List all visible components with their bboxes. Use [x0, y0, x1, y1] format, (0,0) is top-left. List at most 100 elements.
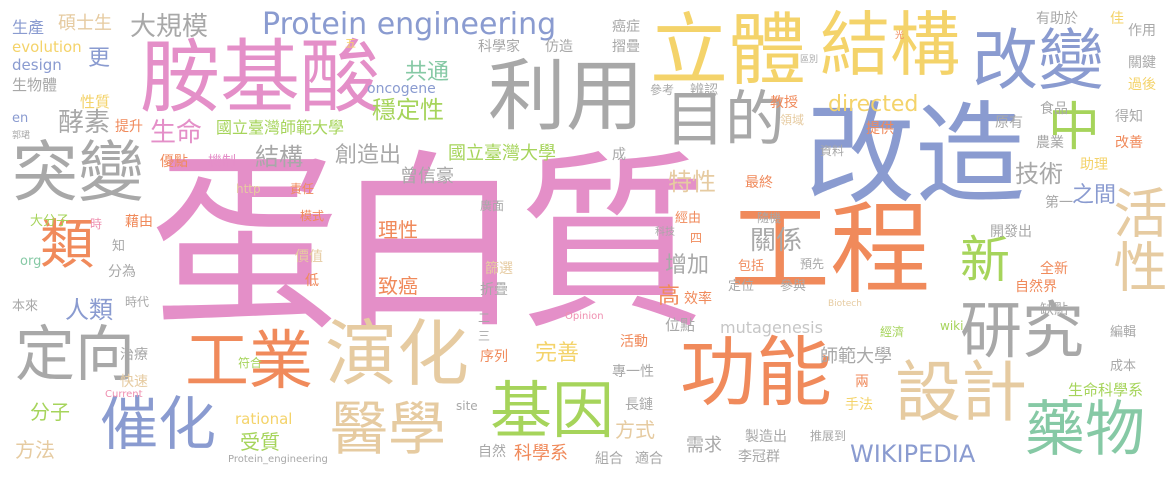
word-nongye: 農業: [1036, 135, 1064, 151]
word-shengwuti: 生物體: [12, 76, 58, 94]
word-xingzhi: 性質: [80, 93, 111, 111]
word-lixing: 理性: [378, 218, 418, 242]
word-yaowu: 藥物: [1025, 395, 1145, 465]
word-jiegou-mid: 結構: [255, 143, 303, 171]
word-xiaolu: 效率: [684, 291, 712, 307]
word-wikipedia: WIKIPEDIA: [850, 440, 976, 468]
word-ziranjie: 自然界: [1015, 279, 1057, 295]
word-evolution: evolution: [12, 38, 82, 56]
word-zhedie: 折疊: [480, 282, 508, 298]
word-chuangzaochu: 創造出: [335, 143, 402, 168]
word-renlei: 人類: [65, 296, 113, 324]
word-lingyu: 領域: [780, 113, 805, 127]
word-yixue: 醫學: [330, 395, 447, 463]
word-quedian: 缺點: [1040, 302, 1068, 318]
word-current: Current: [105, 389, 143, 400]
word-zengjia: 增加: [665, 253, 710, 278]
word-cuihua: 催化: [100, 390, 217, 458]
word-tubian: 突變: [12, 134, 144, 211]
word-shi-time: 時: [90, 217, 103, 231]
word-guang: 光: [895, 31, 905, 41]
word-bianshi: 辨認: [690, 83, 718, 99]
word-kaifachu: 開發出: [990, 224, 1032, 240]
word-jingyou: 經由: [675, 211, 702, 226]
word-geng: 更: [88, 46, 111, 71]
word-fangshi: 方式: [615, 418, 655, 442]
word-shifan: 師範大學: [820, 346, 892, 367]
word-jiaosu: 酵素: [58, 108, 111, 138]
word-dafenzi: 大分子: [30, 214, 70, 229]
word-youdian: 優點: [160, 154, 188, 170]
word-zhijian: 之間: [1072, 183, 1117, 208]
word-gao: 高: [658, 284, 681, 309]
word-xin: 新: [960, 231, 1010, 289]
word-shengchan: 生產: [12, 18, 45, 37]
word-yuanyou: 原有: [995, 115, 1023, 131]
word-site: site: [456, 399, 478, 413]
word-si: 四: [690, 231, 703, 245]
word-xulie: 序列: [480, 349, 508, 365]
word-zhuli: 助理: [1080, 157, 1108, 173]
word-jishu: 技術: [1015, 160, 1063, 188]
word-jiegou-big: 結構: [820, 4, 960, 86]
word-sheji: 設計: [895, 354, 1027, 431]
word-zhedie-top: 摺疊: [612, 39, 640, 55]
word-shuoshisheng: 碩士生: [58, 13, 112, 34]
word-shengming: 生命: [150, 118, 203, 148]
word-yanhua: 演化: [325, 312, 470, 396]
word-texing: 特性: [668, 168, 716, 196]
word-gongye: 工業: [185, 325, 313, 399]
word-ntnu-full: 國立臺灣師範大學: [216, 118, 345, 137]
word-qubie: 區別: [800, 55, 819, 65]
word-liti: 立體: [650, 6, 807, 96]
word-shaixuan: 篩選: [485, 261, 513, 277]
word-xuqiu: 需求: [686, 435, 722, 456]
word-tigong: 提供: [866, 121, 894, 137]
word-gaishan: 改善: [1115, 135, 1143, 151]
word-guanjian: 關鍵: [1128, 55, 1156, 71]
word-zhiai: 致癌: [378, 274, 418, 298]
word-biotech: Biotech: [828, 299, 862, 309]
word-wanshan: 完善: [535, 341, 580, 366]
word-quanxin: 全新: [1040, 261, 1068, 277]
word-zhi-know: 知: [112, 239, 126, 254]
word-design: design: [12, 56, 62, 74]
word-gaizao: 改造: [805, 91, 1025, 219]
word-diyi: 第一: [1045, 195, 1073, 211]
word-opinion: Opinion: [565, 311, 604, 322]
word-directed: directed: [828, 92, 919, 117]
word-zhizaochu: 製造出: [745, 429, 787, 445]
word-smkx: 生命科學系: [1068, 381, 1144, 399]
word-gongneng: 功能: [680, 328, 832, 417]
word-cheng: 成: [612, 147, 626, 163]
word-dingwei: 定位: [728, 279, 755, 294]
word-yanjiu: 研究: [960, 294, 1085, 367]
word-er: 二: [478, 311, 491, 325]
word-wendingxing: 穩定性: [372, 96, 444, 124]
word-en: en: [12, 111, 29, 126]
word-guanxi: 關係: [750, 226, 803, 256]
word-danbaizhi: 蛋白質: [150, 134, 708, 355]
word-kexuexi: 科學系: [514, 443, 568, 464]
word-mudi: 目的: [665, 85, 785, 155]
word-dingxiang: 定向: [15, 320, 135, 390]
word-gaibian: 改變: [972, 22, 1104, 99]
word-youzhuyu: 有助於: [1036, 11, 1078, 27]
word-baokuo: 包括: [738, 259, 765, 274]
word-zengxinhao: 曾信豪: [400, 166, 454, 187]
word-fenwei: 分為: [108, 264, 136, 280]
word-zhong: 中: [1048, 98, 1101, 158]
word-jiazhi: 價值: [295, 249, 323, 265]
word-cankao: 參考: [650, 83, 675, 97]
word-huodong: 活動: [620, 334, 648, 350]
word-jia: 佳: [1110, 11, 1124, 27]
word-liang: 兩: [855, 374, 869, 390]
word-jingji: 經濟: [880, 325, 905, 339]
word-weidian: 位點: [665, 316, 696, 334]
word-zuizhong: 最終: [745, 175, 773, 191]
word-lei: 類: [40, 213, 94, 276]
word-shipin: 食品: [1040, 101, 1068, 117]
word-jiyin: 基因: [490, 374, 615, 447]
word-gongcheng: 工程: [730, 191, 930, 308]
